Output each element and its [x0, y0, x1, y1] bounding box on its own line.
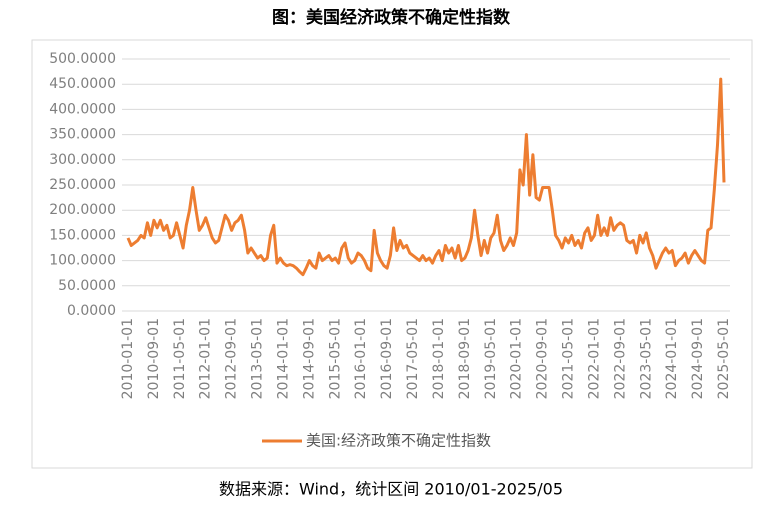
- x-tick-label: 2021-05-01: [561, 318, 577, 399]
- y-tick-label: 250.0000: [49, 177, 116, 193]
- y-tick-label: 300.0000: [49, 152, 116, 168]
- x-tick-label: 2016-01-01: [353, 318, 369, 399]
- x-tick-label: 2014-09-01: [301, 318, 317, 399]
- x-tick-label: 2016-09-01: [379, 318, 395, 399]
- y-tick-label: 50.0000: [58, 278, 116, 294]
- x-tick-label: 2022-01-01: [586, 318, 602, 399]
- y-tick-label: 150.0000: [49, 227, 116, 243]
- y-tick-label: 100.0000: [49, 253, 116, 269]
- x-tick-label: 2023-05-01: [638, 318, 654, 399]
- x-tick-label: 2017-05-01: [405, 318, 421, 399]
- x-tick-label: 2012-09-01: [224, 318, 240, 399]
- x-tick-label: 2015-05-01: [327, 318, 343, 399]
- y-tick-label: 400.0000: [49, 101, 116, 117]
- x-tick-label: 2013-05-01: [250, 318, 266, 399]
- x-tick-label: 2010-09-01: [146, 318, 162, 399]
- x-tick-label: 2024-09-01: [690, 318, 706, 399]
- x-tick-label: 2014-01-01: [275, 318, 291, 399]
- x-tick-label: 2018-09-01: [457, 318, 473, 399]
- x-tick-label: 2025-05-01: [716, 318, 732, 399]
- x-tick-label: 2012-01-01: [198, 318, 214, 399]
- data-line: [126, 77, 726, 277]
- x-tick-label: 2020-09-01: [535, 318, 551, 399]
- y-tick-label: 500.0000: [49, 51, 116, 67]
- x-tick-label: 2010-01-01: [120, 318, 136, 399]
- x-tick-label: 2011-05-01: [172, 318, 188, 399]
- x-tick-label: 2022-09-01: [612, 318, 628, 399]
- y-tick-label: 200.0000: [49, 202, 116, 218]
- chart-frame: [31, 39, 753, 469]
- source-note: 数据来源：Wind，统计区间 2010/01-2025/05: [219, 480, 563, 499]
- x-tick-label: 2019-05-01: [483, 318, 499, 399]
- legend-label: 美国:经济政策不确定性指数: [306, 432, 491, 450]
- y-tick-label: 350.0000: [49, 127, 116, 143]
- chart-title: 图：美国经济政策不确定性指数: [272, 7, 511, 28]
- x-tick-label: 2018-01-01: [431, 318, 447, 399]
- y-tick-label: 450.0000: [49, 76, 116, 92]
- x-tick-label: 2024-01-01: [664, 318, 680, 399]
- y-tick-label: 0.0000: [67, 303, 116, 319]
- x-tick-label: 2020-01-01: [509, 318, 525, 399]
